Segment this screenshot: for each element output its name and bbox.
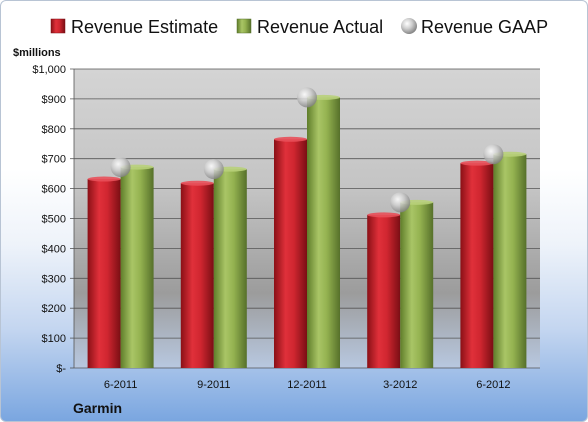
- bars: [87, 94, 527, 368]
- y-tick-label: $100: [42, 333, 66, 345]
- x-tick-label: 12-2011: [287, 379, 327, 391]
- x-tick-label: 3-2012: [383, 379, 417, 391]
- y-tick-label: $600: [42, 184, 66, 196]
- y-tick-label: $1,000: [32, 64, 66, 76]
- bar-revenue-estimate-cap: [274, 136, 307, 142]
- legend: Revenue Estimate Revenue Actual Revenue …: [50, 17, 548, 37]
- y-tick-label: $300: [42, 273, 66, 285]
- marker-revenue-gaap: [297, 87, 317, 108]
- legend-label-actual: Revenue Actual: [257, 17, 383, 37]
- x-tick-label: 6-2011: [104, 379, 137, 391]
- bar-revenue-estimate-cap: [460, 160, 494, 166]
- marker-revenue-gaap: [483, 144, 504, 165]
- x-tick-label: 9-2011: [197, 379, 230, 391]
- x-axis-ticks: 6-2011 9-2011 12-2011 3-2012 6-2012: [104, 379, 511, 391]
- y-tick-label: $500: [42, 214, 66, 226]
- y-tick-label: $400: [42, 243, 66, 255]
- bar-revenue-estimate: [460, 163, 494, 368]
- bar-revenue-estimate: [367, 214, 401, 368]
- y-tick-label: $700: [42, 154, 66, 166]
- x-tick-label: 6-2012: [476, 379, 510, 391]
- y-tick-label: $-: [56, 363, 66, 375]
- bar-revenue-actual: [400, 202, 434, 368]
- legend-swatch-estimate: [50, 18, 66, 34]
- bar-revenue-actual: [307, 97, 340, 368]
- bar-revenue-estimate-cap: [367, 212, 401, 218]
- bar-revenue-actual: [120, 167, 154, 368]
- gaap-markers: [110, 87, 504, 213]
- bar-revenue-actual: [493, 154, 527, 368]
- marker-revenue-gaap: [390, 192, 411, 213]
- bar-revenue-actual: [213, 169, 247, 368]
- company-label: Garmin: [73, 400, 122, 416]
- y-tick-label: $800: [42, 124, 66, 136]
- legend-swatch-gaap: [401, 18, 417, 34]
- marker-revenue-gaap: [203, 159, 224, 180]
- bar-revenue-estimate: [274, 139, 307, 368]
- unit-label: $millions: [13, 47, 61, 59]
- y-tick-label: $900: [42, 94, 66, 106]
- bar-revenue-estimate: [180, 183, 214, 368]
- bar-revenue-estimate: [87, 179, 121, 368]
- legend-label-estimate: Revenue Estimate: [71, 17, 218, 37]
- marker-revenue-gaap: [110, 157, 131, 178]
- legend-swatch-actual: [236, 18, 252, 34]
- legend-label-gaap: Revenue GAAP: [421, 17, 548, 37]
- bar-revenue-estimate-cap: [87, 176, 121, 182]
- y-tick-label: $200: [42, 303, 66, 315]
- bar-revenue-estimate-cap: [180, 180, 214, 186]
- y-axis-ticks: $- $100 $200 $300 $400 $500 $600 $700 $800 $900 $1…: [32, 64, 66, 375]
